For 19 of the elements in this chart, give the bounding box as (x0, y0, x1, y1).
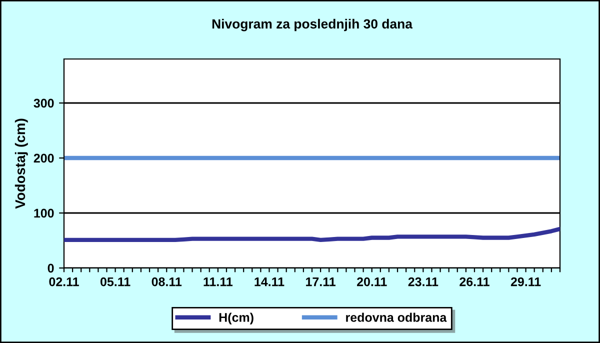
x-tick-label: 11.11 (204, 277, 233, 286)
x-tick-label: 17.11 (306, 277, 336, 286)
y-tick-label: 100 (34, 208, 54, 218)
x-tick-label: 20.11 (357, 277, 387, 286)
y-tick-label: 300 (34, 98, 54, 108)
y-axis-title: Vodostaj (cm) (14, 118, 28, 209)
x-tick-label: 23.11 (408, 277, 438, 286)
chart-title: Nivogram za poslednjih 30 dana (212, 18, 413, 32)
x-tick-label: 08.11 (152, 277, 182, 286)
y-tick-label: 200 (34, 154, 54, 163)
y-tick-label: 0 (48, 264, 54, 273)
legend-label: H(cm) (219, 312, 254, 324)
legend-label: redovna odbrana (346, 312, 447, 322)
line-series (64, 226, 560, 242)
x-tick-label: 26.11 (460, 277, 490, 286)
x-tick-label: 02.11 (49, 277, 79, 286)
x-tick-label: 05.11 (100, 277, 130, 286)
x-tick-label: 29.11 (510, 277, 541, 286)
x-tick-label: 14.11 (254, 277, 284, 286)
